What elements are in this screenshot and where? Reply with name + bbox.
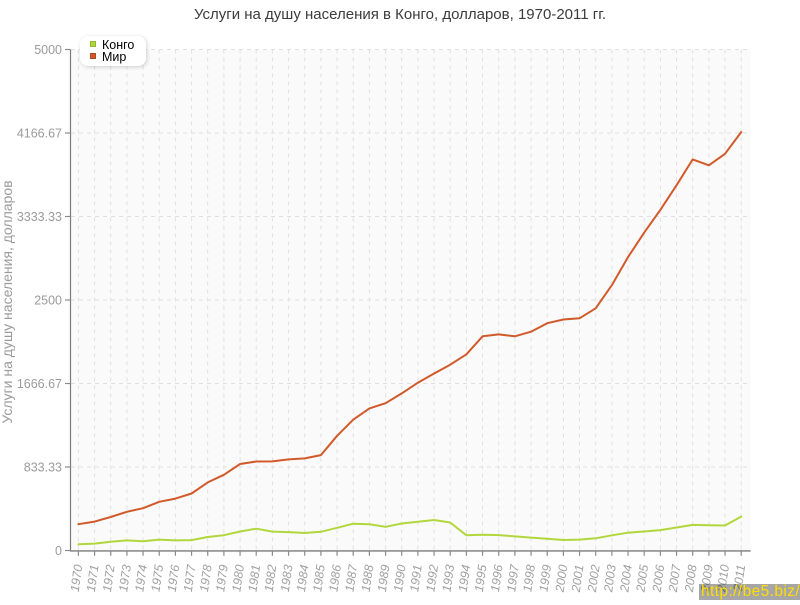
svg-text:1990: 1990 [391,564,409,593]
svg-text:1975: 1975 [149,564,167,593]
svg-text:1666.67: 1666.67 [17,377,62,391]
svg-text:1989: 1989 [375,564,393,593]
svg-text:1970: 1970 [68,564,86,593]
svg-text:0: 0 [55,544,62,558]
svg-text:2008: 2008 [682,564,700,594]
svg-text:2009: 2009 [698,564,716,594]
svg-text:1993: 1993 [440,564,458,593]
svg-text:1992: 1992 [423,564,441,593]
svg-text:1988: 1988 [359,564,377,593]
svg-text:1978: 1978 [197,564,215,593]
svg-text:5000: 5000 [34,43,62,57]
svg-text:1972: 1972 [100,564,118,593]
svg-text:833.33: 833.33 [24,460,62,474]
svg-text:1974: 1974 [132,564,150,593]
svg-text:1996: 1996 [488,564,506,593]
svg-text:1986: 1986 [326,564,344,593]
svg-text:2001: 2001 [569,564,587,594]
svg-text:2005: 2005 [633,564,651,594]
svg-text:2004: 2004 [617,564,635,594]
svg-text:1976: 1976 [165,564,183,593]
svg-text:1973: 1973 [116,564,134,593]
svg-text:1987: 1987 [343,563,361,593]
svg-text:1984: 1984 [294,564,312,593]
svg-text:1985: 1985 [310,564,328,593]
svg-text:1998: 1998 [520,564,538,593]
svg-text:1982: 1982 [262,564,280,593]
svg-text:2500: 2500 [34,293,62,307]
svg-text:2006: 2006 [650,564,668,594]
svg-text:1980: 1980 [229,564,247,593]
svg-text:1979: 1979 [213,564,231,593]
svg-text:2003: 2003 [601,564,619,594]
svg-text:1994: 1994 [456,564,474,593]
svg-text:1995: 1995 [472,564,490,593]
svg-text:2011: 2011 [730,564,748,593]
svg-text:2000: 2000 [553,564,571,594]
svg-text:1983: 1983 [278,564,296,593]
svg-text:1999: 1999 [537,564,555,593]
svg-text:1991: 1991 [407,564,425,593]
svg-text:2002: 2002 [585,564,603,594]
svg-text:1981: 1981 [246,564,264,593]
svg-text:3333.33: 3333.33 [17,210,62,224]
svg-text:1977: 1977 [181,563,199,593]
svg-text:4166.67: 4166.67 [17,126,62,140]
svg-text:2010: 2010 [714,564,732,594]
svg-text:2007: 2007 [666,563,684,594]
svg-text:1997: 1997 [504,563,522,593]
svg-text:1971: 1971 [84,564,102,593]
